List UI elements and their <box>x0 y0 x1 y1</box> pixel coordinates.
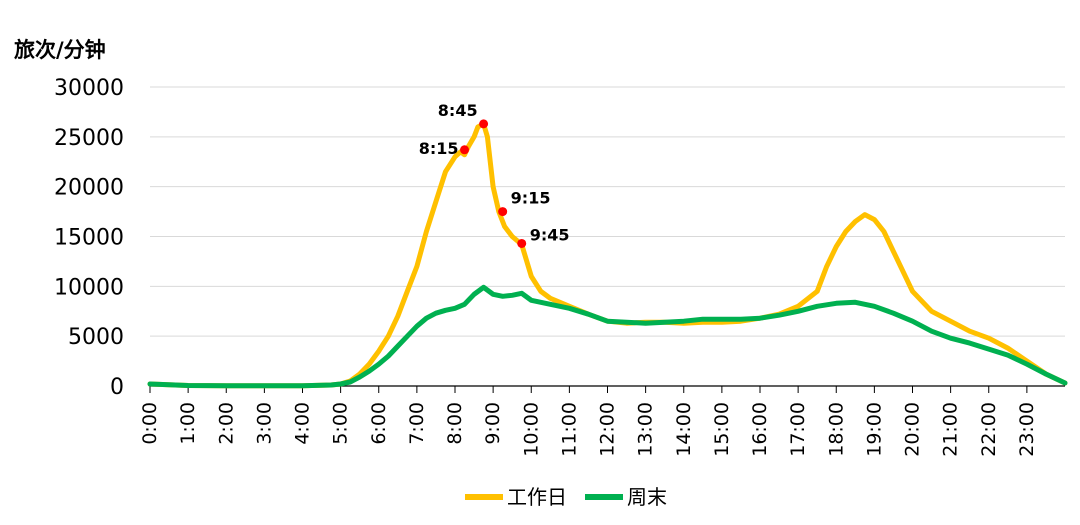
y-tick-label: 0 <box>110 375 124 400</box>
y-tick-label: 10000 <box>54 275 124 300</box>
y-tick-label: 15000 <box>54 226 124 251</box>
legend-label-weekend: 周末 <box>627 485 667 509</box>
x-tick-label: 18:00 <box>825 402 847 457</box>
series-line-weekday <box>147 121 1068 389</box>
x-tick-label: 10:00 <box>520 402 542 457</box>
series-lines <box>147 121 1068 389</box>
x-tick-label: 20:00 <box>902 402 924 457</box>
annotation-label: 9:15 <box>511 189 551 208</box>
legend-label-weekday: 工作日 <box>507 485 567 509</box>
y-axis-ticks: 0 5000 10000 15000 20000 25000 30000 <box>54 76 124 400</box>
x-tick-label: 21:00 <box>940 402 962 457</box>
annotation-marker <box>460 145 470 155</box>
x-tick-label: 5:00 <box>330 402 352 445</box>
x-tick-label: 23:00 <box>1016 402 1038 457</box>
x-tick-label: 17:00 <box>787 402 809 457</box>
annotation-marker <box>479 119 489 129</box>
x-tick-label: 19:00 <box>863 402 885 457</box>
y-tick-label: 20000 <box>54 176 124 201</box>
annotation-label: 9:45 <box>530 225 570 244</box>
series-line-weekend <box>147 284 1068 389</box>
x-tick-label: 11:00 <box>558 402 580 457</box>
gridlines <box>150 86 1065 387</box>
y-axis-label: 旅次/分钟 <box>14 38 106 62</box>
x-tick-label: 0:00 <box>139 402 161 445</box>
x-tick-label: 1:00 <box>177 402 199 445</box>
annotations: 8:15 8:45 9:15 9:45 <box>419 101 570 248</box>
x-tick-label: 22:00 <box>978 402 1000 457</box>
x-tick-label: 7:00 <box>406 402 428 445</box>
x-tick-label: 6:00 <box>368 402 390 445</box>
legend: 工作日 周末 <box>465 485 667 509</box>
x-tick-label: 16:00 <box>749 402 771 457</box>
annotation-marker <box>517 238 527 248</box>
x-tick-label: 4:00 <box>292 402 314 445</box>
y-tick-label: 30000 <box>54 76 124 101</box>
y-tick-label: 25000 <box>54 126 124 151</box>
x-tick-label: 3:00 <box>253 402 275 445</box>
annotation-label: 8:15 <box>419 139 459 158</box>
annotation-marker <box>498 207 508 217</box>
x-tick-label: 8:00 <box>444 402 466 445</box>
x-tick-label: 13:00 <box>635 402 657 457</box>
x-tick-label: 9:00 <box>482 402 504 445</box>
x-tick-label: 2:00 <box>215 402 237 445</box>
x-tick-label: 15:00 <box>711 402 733 457</box>
x-tick-label: 14:00 <box>673 402 695 457</box>
y-tick-label: 5000 <box>68 325 124 350</box>
x-axis-ticks: 0:00 1:00 2:00 3:00 4:00 5:00 6:00 7:00 8:00 9:00… <box>139 386 1038 457</box>
annotation-label: 8:45 <box>438 101 478 120</box>
x-tick-label: 12:00 <box>597 402 619 457</box>
